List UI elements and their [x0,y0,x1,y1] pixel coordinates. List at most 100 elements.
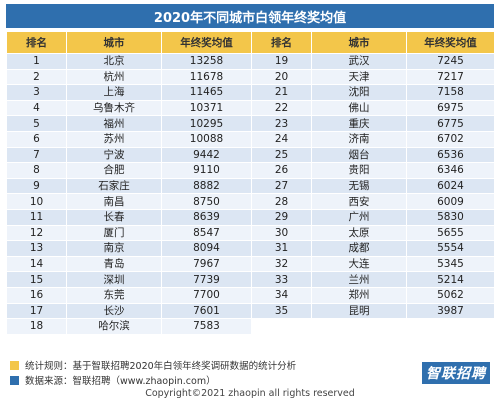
yellow-square-icon [10,360,19,370]
table-row: 14 青岛 7967 32 大连 5345 [6,255,495,273]
city-cell: 上海 [66,84,162,101]
city-cell: 天津 [311,68,407,86]
rank-cell: 15 [6,271,67,288]
value-cell: 8639 [161,208,252,226]
rank-cell: 26 [251,162,312,179]
city-cell: 济南 [311,130,407,148]
rank-cell: 17 [6,302,67,320]
value-cell: 6702 [406,130,495,148]
rank-cell: 19 [251,53,312,70]
value-cell: 7700 [161,286,252,304]
table-row: 2 杭州 11678 20 天津 7217 [6,68,495,86]
value-cell: 8750 [161,193,252,210]
city-cell: 福州 [66,115,162,132]
rank-cell: 16 [6,286,67,304]
value-cell: 5214 [406,271,495,288]
source-note: 数据来源：智联招聘（www.zhaopin.com） [10,373,216,387]
rank-cell: 32 [251,255,312,273]
rank-cell: 28 [251,193,312,210]
rank-cell [251,318,312,335]
city-cell: 长春 [66,208,162,226]
table-row: 7 宁波 9442 25 烟台 6536 [6,146,495,164]
city-cell: 杭州 [66,68,162,86]
value-cell: 13258 [161,53,252,70]
city-cell: 重庆 [311,115,407,132]
city-cell: 昆明 [311,302,407,320]
value-cell: 8094 [161,240,252,257]
value-cell: 9110 [161,162,252,179]
city-cell: 宁波 [66,146,162,164]
value-cell: 6346 [406,162,495,179]
rank-cell: 12 [6,224,67,242]
rank-cell: 35 [251,302,312,320]
rank-cell: 13 [6,240,67,257]
value-cell: 5554 [406,240,495,257]
city-cell: 兰州 [311,271,407,288]
city-cell: 沈阳 [311,84,407,101]
rank-cell: 5 [6,115,67,132]
city-cell: 哈尔滨 [66,318,162,335]
city-cell: 青岛 [66,255,162,273]
rank-cell: 22 [251,99,312,117]
value-cell: 7967 [161,255,252,273]
value-cell: 9442 [161,146,252,164]
table-row: 16 东莞 7700 34 郑州 5062 [6,286,495,304]
value-cell: 6536 [406,146,495,164]
city-cell: 贵阳 [311,162,407,179]
rank-cell: 9 [6,177,67,195]
value-cell: 6009 [406,193,495,210]
city-cell: 太原 [311,224,407,242]
rank-cell: 20 [251,68,312,86]
table-row: 13 南京 8094 31 成都 5554 [6,240,495,257]
table-row: 8 合肥 9110 26 贵阳 6346 [6,162,495,179]
city-cell: 广州 [311,208,407,226]
rank-cell: 24 [251,130,312,148]
value-cell: 7601 [161,302,252,320]
city-cell: 乌鲁木齐 [66,99,162,117]
city-cell: 大连 [311,255,407,273]
header-city: 城市 [66,31,162,54]
salary-table: 排名 城市 年终奖均值 排名 城市 年终奖均值 1 北京 13258 19 武汉 7245… [6,31,495,335]
rule-text: 统计规则：基于智联招聘2020年白领年终奖调研数据的统计分析 [25,361,297,372]
rank-cell: 23 [251,115,312,132]
rule-note: 统计规则：基于智联招聘2020年白领年终奖调研数据的统计分析 [10,358,296,372]
value-cell: 10295 [161,115,252,132]
rank-cell: 11 [6,208,67,226]
rank-cell: 29 [251,208,312,226]
table-row: 6 苏州 10088 24 济南 6702 [6,130,495,148]
value-cell [406,318,495,335]
source-text: 数据来源：智联招聘（www.zhaopin.com） [25,376,216,387]
city-cell: 深圳 [66,271,162,288]
header-value: 年终奖均值 [406,31,495,54]
value-cell: 6775 [406,115,495,132]
brand-logo: 智联招聘 [422,362,490,384]
city-cell: 苏州 [66,130,162,148]
rank-cell: 25 [251,146,312,164]
value-cell: 5655 [406,224,495,242]
value-cell: 7583 [161,318,252,335]
rank-cell: 10 [6,193,67,210]
table-row: 4 乌鲁木齐 10371 22 佛山 6975 [6,99,495,117]
table-row: 18 哈尔滨 7583 [6,318,495,335]
header-rank: 排名 [6,31,67,54]
header-value: 年终奖均值 [161,31,252,54]
table-row: 1 北京 13258 19 武汉 7245 [6,53,495,70]
rank-cell: 30 [251,224,312,242]
rank-cell: 18 [6,318,67,335]
city-cell: 烟台 [311,146,407,164]
rank-cell: 3 [6,84,67,101]
city-cell: 北京 [66,53,162,70]
city-cell: 无锡 [311,177,407,195]
value-cell: 6975 [406,99,495,117]
table-row: 10 南昌 8750 28 西安 6009 [6,193,495,210]
rank-cell: 1 [6,53,67,70]
value-cell: 5062 [406,286,495,304]
blue-square-icon [10,375,19,385]
value-cell: 11465 [161,84,252,101]
header-city: 城市 [311,31,407,54]
city-cell: 南京 [66,240,162,257]
copyright: Copyright©2021 zhaopin all rights reserv… [145,388,355,399]
value-cell: 8547 [161,224,252,242]
city-cell: 武汉 [311,53,407,70]
value-cell: 7245 [406,53,495,70]
